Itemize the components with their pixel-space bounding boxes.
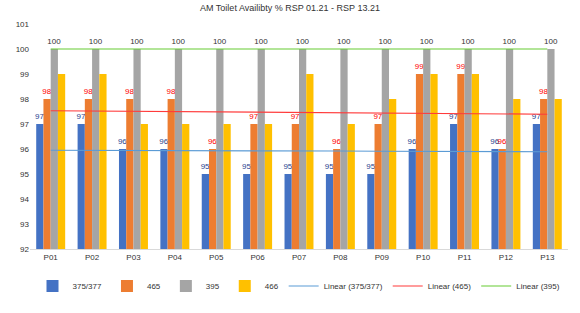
svg-text:P01: P01 [44, 253, 59, 262]
svg-text:97: 97 [249, 112, 258, 121]
svg-text:P11: P11 [458, 253, 472, 262]
svg-text:95: 95 [242, 162, 251, 171]
svg-text:95: 95 [325, 162, 334, 171]
svg-text:Linear (395): Linear (395) [516, 282, 559, 291]
svg-text:100: 100 [16, 45, 30, 54]
svg-text:92: 92 [20, 245, 29, 254]
svg-text:100: 100 [420, 37, 434, 46]
svg-text:98: 98 [125, 87, 134, 96]
svg-text:98: 98 [539, 87, 548, 96]
svg-text:97: 97 [532, 112, 541, 121]
svg-text:P13: P13 [540, 253, 555, 262]
svg-text:P04: P04 [168, 253, 183, 262]
svg-text:95: 95 [366, 162, 375, 171]
svg-text:465: 465 [147, 282, 161, 291]
svg-text:AM Toilet Availibty % RSP 01.2: AM Toilet Availibty % RSP 01.21 - RSP 13… [200, 3, 380, 13]
svg-text:97: 97 [20, 120, 29, 129]
svg-text:96: 96 [408, 137, 417, 146]
svg-text:96: 96 [208, 137, 217, 146]
svg-text:100: 100 [172, 37, 186, 46]
svg-text:101: 101 [16, 20, 30, 29]
svg-text:P06: P06 [251, 253, 266, 262]
svg-text:96: 96 [498, 137, 507, 146]
svg-text:98: 98 [84, 87, 93, 96]
svg-text:97: 97 [449, 112, 458, 121]
svg-text:97: 97 [76, 112, 85, 121]
svg-text:P03: P03 [126, 253, 141, 262]
svg-text:95: 95 [201, 162, 210, 171]
svg-text:97: 97 [291, 112, 300, 121]
svg-text:100: 100 [130, 37, 144, 46]
svg-text:97: 97 [35, 112, 44, 121]
svg-text:96: 96 [490, 137, 499, 146]
svg-text:99: 99 [456, 62, 465, 71]
svg-text:100: 100 [213, 37, 227, 46]
svg-text:100: 100 [337, 37, 351, 46]
svg-text:98: 98 [20, 95, 29, 104]
svg-text:P10: P10 [416, 253, 431, 262]
svg-text:98: 98 [167, 87, 176, 96]
svg-text:466: 466 [265, 282, 279, 291]
svg-text:Linear (375/377): Linear (375/377) [324, 282, 383, 291]
svg-text:99: 99 [415, 62, 424, 71]
svg-text:95: 95 [20, 170, 29, 179]
svg-text:P02: P02 [85, 253, 100, 262]
svg-text:395: 395 [206, 282, 220, 291]
svg-text:375/377: 375/377 [73, 282, 102, 291]
svg-text:99: 99 [20, 70, 29, 79]
svg-text:97: 97 [373, 112, 382, 121]
svg-text:P05: P05 [209, 253, 224, 262]
svg-text:P07: P07 [292, 253, 307, 262]
svg-text:100: 100 [89, 37, 103, 46]
svg-text:P12: P12 [499, 253, 514, 262]
svg-text:100: 100 [378, 37, 392, 46]
svg-text:P09: P09 [375, 253, 390, 262]
svg-text:100: 100 [461, 37, 475, 46]
svg-text:98: 98 [42, 87, 51, 96]
svg-text:95: 95 [283, 162, 292, 171]
svg-text:100: 100 [47, 37, 61, 46]
svg-text:96: 96 [20, 145, 29, 154]
svg-text:96: 96 [159, 137, 168, 146]
svg-text:Linear (465): Linear (465) [428, 282, 471, 291]
svg-text:P08: P08 [333, 253, 348, 262]
svg-text:100: 100 [296, 37, 310, 46]
svg-text:100: 100 [544, 37, 558, 46]
svg-text:94: 94 [20, 195, 29, 204]
svg-text:96: 96 [332, 137, 341, 146]
svg-text:93: 93 [20, 220, 29, 229]
svg-text:100: 100 [254, 37, 268, 46]
svg-text:100: 100 [503, 37, 517, 46]
svg-text:96: 96 [118, 137, 127, 146]
